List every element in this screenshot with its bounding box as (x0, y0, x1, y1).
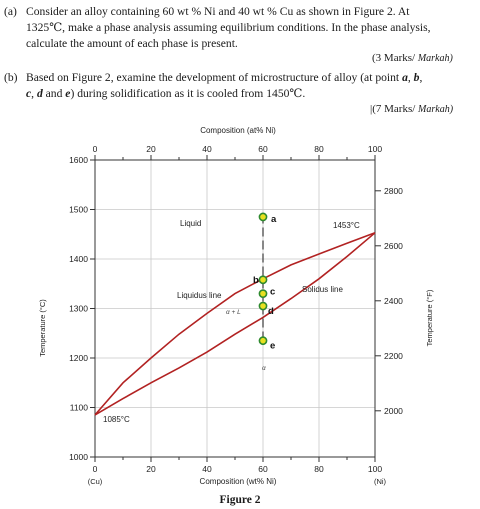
x-tick-label: 20 (146, 464, 156, 474)
left-axis-title: Temperature (°C) (38, 299, 47, 357)
y-tick-label: 1000 (69, 452, 88, 462)
x-tick-label: 0 (93, 464, 98, 474)
top-tick-label: 40 (202, 144, 212, 154)
question-a-line1: Consider an alloy containing 60 wt % Ni … (26, 5, 410, 18)
point-c-label: c (270, 287, 275, 298)
y-tick-label: 1600 (69, 155, 88, 165)
point-c-marker (258, 289, 268, 299)
x-tick-label: 60 (258, 464, 268, 474)
question-b-marks: |(7 Marks/ Markah) (370, 103, 454, 115)
right-tick-label: 2600 (384, 241, 403, 251)
cu-endpoint-label: (Cu) (88, 477, 103, 486)
question-b-number: (b) (4, 71, 18, 84)
top-tick-label: 20 (146, 144, 156, 154)
liquidus-line-label: Liquidus line (177, 291, 222, 300)
alpha-region-label: α (262, 365, 266, 372)
question-a-number: (a) (4, 5, 17, 18)
bottom-axis-title: Composition (wt% Ni) (200, 477, 277, 486)
cu-melting-label: 1085°C (103, 415, 130, 424)
right-tick-label: 2200 (384, 351, 403, 361)
phase-diagram: 0 20 40 60 80 1000 20 40 60 80 1001000110012001300… (38, 126, 434, 486)
axis-ticks: 0 20 40 60 80 1000 20 40 60 80 1001000110012001300… (69, 144, 403, 474)
top-tick-label: 60 (258, 144, 268, 154)
ni-melting-label: 1453°C (333, 221, 360, 230)
y-tick-label: 1100 (70, 403, 89, 413)
right-tick-label: 2000 (384, 406, 403, 416)
solidus-curve (94, 232, 376, 416)
x-tick-label: 80 (314, 464, 324, 474)
top-tick-label: 100 (368, 144, 382, 154)
right-tick-label: 2800 (384, 186, 403, 196)
point-e-marker (258, 336, 268, 346)
alpha-liquid-label: α + L (226, 309, 241, 316)
point-d-label: d (268, 306, 274, 317)
point-a-label: a (271, 214, 277, 225)
point-e-label: e (270, 341, 275, 352)
alloy-points: a bcd e (253, 212, 277, 352)
y-tick-label: 1500 (69, 205, 88, 215)
liquid-region-label: Liquid (180, 219, 201, 228)
x-tick-label: 40 (202, 464, 212, 474)
question-a-marks: (3 Marks/ Markah) (372, 52, 453, 64)
x-tick-label: 100 (368, 464, 382, 474)
question-b-line2: c, d and e) during solidification as it … (26, 87, 306, 100)
point-b-marker (258, 275, 268, 285)
ni-endpoint-label: (Ni) (374, 477, 387, 486)
top-tick-label: 80 (314, 144, 324, 154)
y-tick-label: 1400 (69, 254, 88, 264)
point-d-marker (258, 301, 268, 311)
top-axis-title: Composition (at% Ni) (200, 126, 276, 135)
y-tick-label: 1300 (69, 304, 88, 314)
right-axis-title: Temperature (°F) (425, 289, 434, 346)
question-a-line3: calculate the amount of each phase is pr… (26, 37, 238, 50)
right-tick-label: 2400 (384, 296, 403, 306)
solidus-line-label: Solidus line (302, 285, 343, 294)
liquidus-curve (94, 232, 376, 416)
point-a-marker (258, 212, 268, 222)
y-tick-label: 1200 (69, 353, 88, 363)
point-b-label: b (253, 275, 259, 286)
figure-caption: Figure 2 (219, 494, 261, 506)
top-tick-label: 0 (93, 144, 98, 154)
phase-curves (94, 232, 376, 416)
question-a-line2: 1325℃, make a phase analysis assuming eq… (26, 21, 431, 34)
question-b-line1: Based on Figure 2, examine the developme… (26, 71, 423, 84)
grid-lines (95, 160, 375, 457)
